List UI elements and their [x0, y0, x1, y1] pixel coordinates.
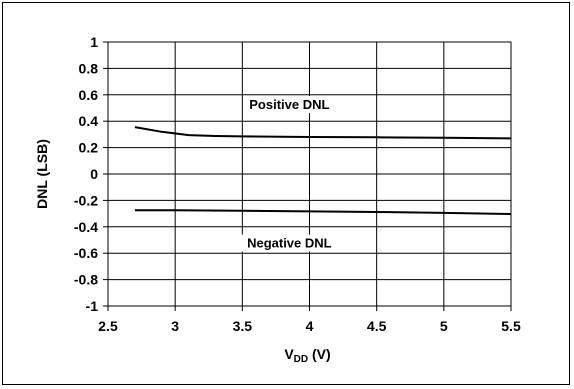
y-tick-label: 1: [90, 34, 98, 50]
y-axis-label: DNL (LSB): [34, 139, 50, 209]
x-axis-label-main: V: [284, 346, 294, 362]
grid: [107, 41, 512, 307]
axis-ticks: 2.5 3 3.5 4 4.5 5 5.5 1 0.8 0.6 0.4 0.2 0 -0.2 -0.4 -0.…: [74, 34, 521, 334]
series-line-positive-dnl: [134, 126, 512, 140]
x-tick-label: 3.5: [233, 318, 253, 334]
y-tick-label: 0: [90, 166, 98, 182]
annotation-background: [243, 96, 336, 114]
y-tick-label: 0.6: [79, 87, 99, 103]
x-tick-label: 5: [440, 318, 448, 334]
y-tick-label: -0.6: [74, 245, 98, 261]
y-tick-label: 0.8: [79, 60, 99, 76]
x-tick-label: 4: [306, 318, 314, 334]
annotation-background: [241, 234, 338, 252]
x-tick-label: 2.5: [98, 318, 118, 334]
y-tick-label: 0.4: [79, 113, 99, 129]
y-tick-label: -0.8: [74, 272, 98, 288]
x-axis-label-subscript: DD: [294, 354, 308, 365]
annotation-negative-dnl: Negative DNL: [247, 236, 332, 251]
series-line-negative-dnl: [134, 209, 512, 215]
x-axis-label: VDD (V): [284, 346, 330, 365]
x-tick-label: 5.5: [501, 318, 521, 334]
x-tick-label: 3: [171, 318, 179, 334]
y-tick-label: -0.2: [74, 192, 98, 208]
chart-frame: [2, 2, 570, 385]
annotations: Positive DNL Negative DNL: [241, 96, 338, 252]
annotation-positive-dnl: Positive DNL: [249, 97, 329, 112]
x-tick-label: 4.5: [367, 318, 387, 334]
y-tick-label: 0.2: [79, 140, 99, 156]
y-tick-label: -1: [86, 298, 99, 314]
series-group: [134, 126, 512, 215]
y-tick-label: -0.4: [74, 219, 98, 235]
x-axis-label-unit: (V): [308, 346, 331, 362]
